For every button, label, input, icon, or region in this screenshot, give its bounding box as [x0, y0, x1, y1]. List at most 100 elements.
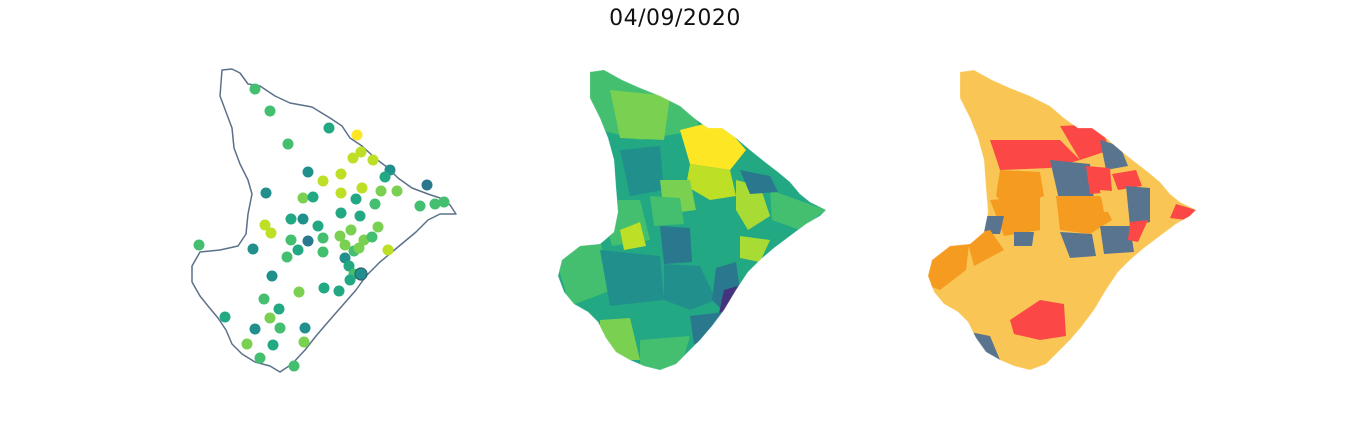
categorical-outline	[927, 69, 1197, 371]
region	[1126, 186, 1150, 226]
region	[1112, 170, 1142, 190]
point-marker	[297, 192, 309, 204]
point-marker-ring	[354, 267, 368, 281]
point-markers	[193, 83, 450, 372]
point-marker	[258, 293, 270, 305]
point-marker	[375, 185, 387, 197]
point-marker	[267, 339, 279, 351]
point-marker	[193, 239, 205, 251]
region	[1050, 160, 1094, 204]
point-marker	[355, 146, 367, 158]
point-marker	[414, 200, 426, 212]
choropleth-outline	[557, 69, 827, 371]
region	[610, 90, 670, 140]
point-marker	[335, 168, 347, 180]
point-marker	[323, 122, 335, 134]
point-marker	[382, 244, 394, 256]
region	[1100, 226, 1134, 254]
region	[1014, 232, 1034, 246]
point-marker	[299, 322, 311, 334]
point-marker	[356, 182, 368, 194]
region	[1060, 124, 1110, 160]
region	[990, 196, 1040, 236]
point-marker	[347, 152, 359, 164]
region	[686, 164, 736, 200]
point-marker	[264, 312, 276, 324]
point-marker	[354, 210, 366, 222]
figure-title: 04/09/2020	[609, 6, 741, 31]
point-marker	[366, 231, 378, 243]
point-marker	[265, 227, 277, 239]
point-marker	[369, 198, 381, 210]
point-marker	[282, 138, 294, 150]
region	[1086, 166, 1112, 194]
point-marker	[438, 196, 450, 208]
region	[740, 170, 778, 194]
category-regions	[928, 70, 1196, 370]
point-marker	[312, 220, 324, 232]
region	[1010, 300, 1066, 340]
point-marker	[391, 185, 403, 197]
region	[1100, 190, 1124, 212]
point-marker	[343, 260, 355, 272]
point-marker	[353, 242, 365, 254]
region-coast	[718, 286, 738, 318]
point-marker	[317, 246, 329, 258]
point-marker	[339, 239, 351, 251]
point-marker	[249, 323, 261, 335]
point-marker	[345, 224, 357, 236]
point-marker	[274, 322, 286, 334]
region	[1170, 204, 1196, 220]
point-marker	[273, 303, 285, 315]
point-marker	[372, 221, 384, 233]
region	[1056, 196, 1112, 234]
point-marker	[334, 230, 346, 242]
region	[600, 250, 664, 306]
region	[740, 236, 770, 262]
point-marker	[317, 175, 329, 187]
point-marker	[285, 234, 297, 246]
point-marker	[266, 270, 278, 282]
region	[1100, 140, 1128, 170]
point-marker	[281, 251, 293, 263]
point-marker	[307, 191, 319, 203]
region	[664, 264, 716, 310]
point-marker	[350, 193, 362, 205]
point-marker	[333, 285, 345, 297]
point-marker	[249, 83, 261, 95]
region	[650, 196, 684, 226]
region	[1128, 220, 1148, 242]
point-marker	[298, 336, 310, 348]
point-marker	[335, 187, 347, 199]
point-marker	[288, 360, 300, 372]
point-marker	[367, 154, 379, 166]
point-marker	[318, 282, 330, 294]
point-marker	[254, 352, 266, 364]
point-marker	[317, 232, 329, 244]
region	[620, 222, 646, 250]
point-marker	[285, 213, 297, 225]
point-marker	[260, 187, 272, 199]
point-marker	[379, 171, 391, 183]
point-marker	[259, 219, 271, 231]
region	[660, 226, 692, 264]
point-marker	[335, 207, 347, 219]
state-outline	[191, 68, 457, 373]
point-marker	[293, 286, 305, 298]
point-marker	[429, 198, 441, 210]
point-marker	[297, 213, 309, 225]
region	[1060, 232, 1096, 258]
point-marker	[247, 243, 259, 255]
point-marker	[302, 166, 314, 178]
point-marker	[302, 235, 314, 247]
point-marker	[219, 311, 231, 323]
point-marker	[421, 179, 433, 191]
point-marker	[292, 244, 304, 256]
region	[984, 216, 1004, 234]
region	[690, 312, 724, 344]
point-marker	[264, 105, 276, 117]
point-marker	[351, 129, 363, 141]
point-marker	[241, 338, 253, 350]
